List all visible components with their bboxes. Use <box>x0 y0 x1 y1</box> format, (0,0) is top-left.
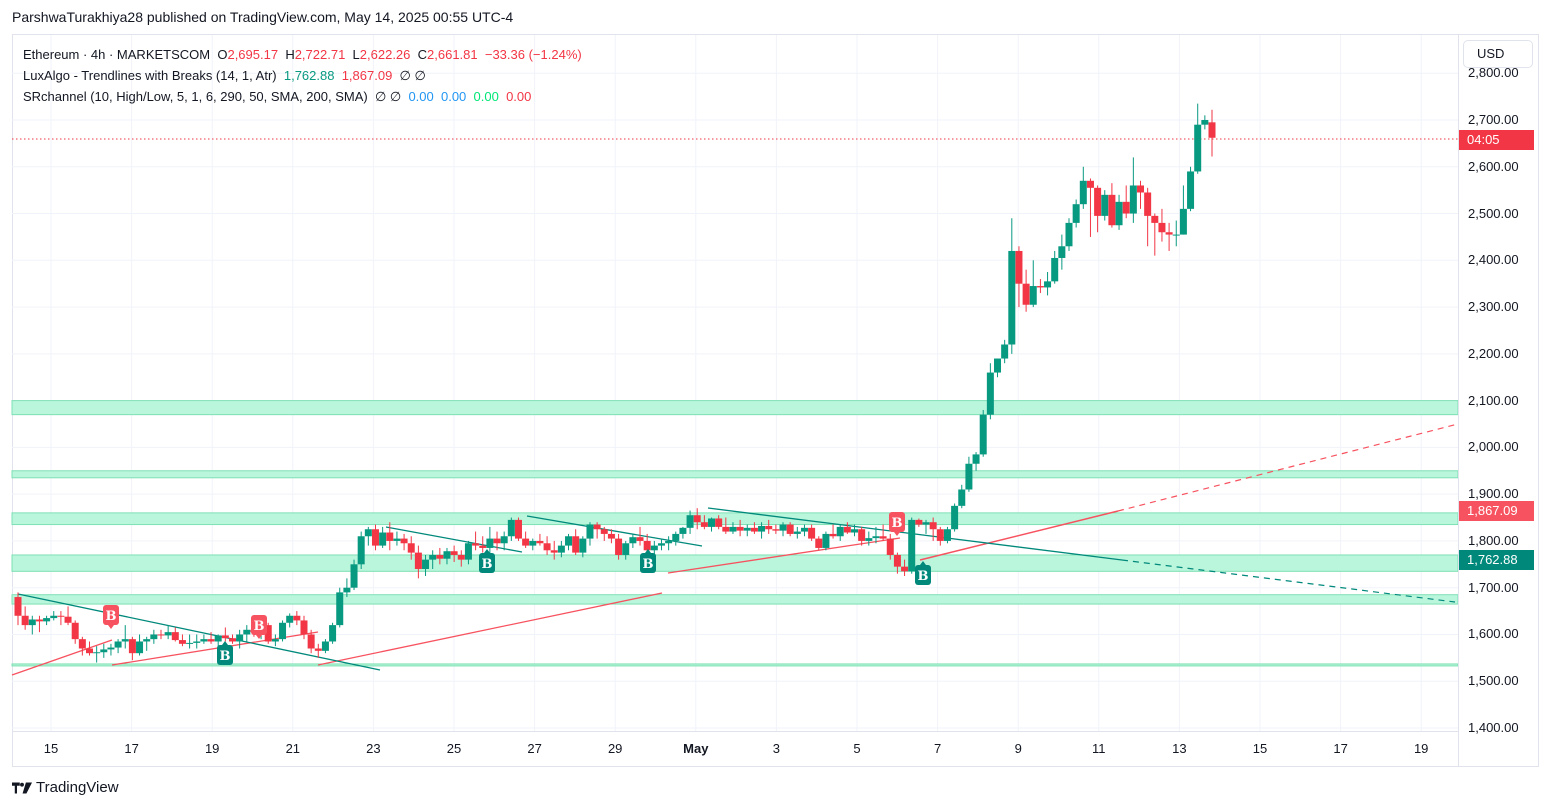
support-break-marker: B <box>217 641 233 665</box>
svg-text:B: B <box>918 569 929 584</box>
time-tick: 29 <box>607 741 623 756</box>
price-tick: 2,200.00 <box>1468 345 1519 361</box>
indicator-value-4: 0.00 <box>506 89 532 104</box>
open-value: 2,695.17 <box>227 47 279 62</box>
candles <box>14 103 1216 663</box>
legend-indicator-srchannel[interactable]: SRchannel (10, High/Low, 5, 1, 6, 290, 5… <box>23 86 582 107</box>
resistance-break-marker: B <box>889 512 905 536</box>
price-tick: 2,000.00 <box>1468 439 1519 455</box>
low-value: 2,622.26 <box>359 47 411 62</box>
svg-text:B: B <box>643 557 654 572</box>
price-tick: 2,700.00 <box>1468 112 1519 127</box>
support-break-marker: B <box>640 549 656 573</box>
resistance-break-marker: B <box>251 615 267 639</box>
svg-text:B: B <box>254 619 265 634</box>
brand-name: TradingView <box>36 779 119 796</box>
price-tick: 2,300.00 <box>1468 299 1519 315</box>
x-axis-border <box>12 731 1458 732</box>
time-tick: 3 <box>772 741 781 756</box>
svg-text:B: B <box>482 557 493 572</box>
close-value: 2,661.81 <box>427 47 478 62</box>
tradingview-logo-icon <box>12 781 32 794</box>
time-tick: 25 <box>446 741 462 756</box>
indicator-value-1: 0.00 <box>408 89 434 104</box>
indicator-name[interactable]: LuxAlgo - Trendlines with Breaks (14, 1,… <box>23 68 277 83</box>
time-tick: May <box>683 741 709 756</box>
time-tick: 21 <box>285 741 301 756</box>
low-label: L <box>352 47 360 62</box>
svg-text:B: B <box>106 609 117 624</box>
price-tick: 2,100.00 <box>1468 392 1519 408</box>
time-tick: 17 <box>124 741 139 756</box>
price-tick: 1,800.00 <box>1468 532 1519 548</box>
support-price-label: 1,762.88 <box>1459 550 1534 570</box>
resistance-price-label: 1,867.09 <box>1459 501 1534 521</box>
price-tick: 1,900.00 <box>1468 486 1519 502</box>
indicator-value-3: 0.00 <box>473 89 499 104</box>
time-tick: 7 <box>933 741 942 756</box>
support-break-marker: B <box>915 561 931 585</box>
time-tick: 15 <box>1252 741 1268 756</box>
time-tick: 15 <box>43 741 59 756</box>
indicator-value-support: 1,762.88 <box>283 68 335 83</box>
time-tick: 5 <box>853 741 861 756</box>
price-tick: 2,500.00 <box>1468 205 1519 221</box>
legend-indicator-luxalgo[interactable]: LuxAlgo - Trendlines with Breaks (14, 1,… <box>23 65 582 86</box>
indicator-na-values: ∅ ∅ <box>399 68 426 83</box>
price-tick: 2,400.00 <box>1468 252 1519 268</box>
trendlines <box>11 423 1459 676</box>
time-tick: 19 <box>204 741 220 756</box>
y-axis-border <box>1458 34 1459 767</box>
publisher-caption: ParshwaTurakhiya28 published on TradingV… <box>12 9 514 25</box>
support-break-marker: B <box>479 549 495 573</box>
resistance-break-marker: B <box>103 605 119 629</box>
price-tick: 1,700.00 <box>1468 579 1519 595</box>
time-tick: 27 <box>527 741 542 756</box>
price-tick: 2,600.00 <box>1468 158 1519 174</box>
indicator-value-2: 0.00 <box>440 89 467 104</box>
indicator-value-resistance: 1,867.09 <box>341 68 393 83</box>
time-tick: 17 <box>1333 741 1348 756</box>
indicator-na-values: ∅ ∅ <box>374 89 402 104</box>
high-label: H <box>285 47 295 62</box>
currency-button[interactable]: USD <box>1463 40 1533 68</box>
change-value: −33.36 (−1.24%) <box>484 47 582 62</box>
symbol-title[interactable]: Ethereum · 4h · MARKETSCOM <box>23 47 211 62</box>
high-value: 2,722.71 <box>294 47 346 62</box>
svg-text:B: B <box>892 516 903 531</box>
close-label: C <box>417 47 428 62</box>
chart-legend: Ethereum · 4h · MARKETSCOM O2,695.17 H2,… <box>23 44 582 107</box>
price-tick: 1,600.00 <box>1468 626 1519 642</box>
legend-symbol-row[interactable]: Ethereum · 4h · MARKETSCOM O2,695.17 H2,… <box>23 44 582 65</box>
time-tick: 23 <box>366 741 381 756</box>
sr-zones <box>11 400 1459 667</box>
svg-text:B: B <box>220 649 231 664</box>
open-label: O <box>217 47 228 62</box>
price-tick: 2,800.00 <box>1468 65 1519 81</box>
price-tick: 1,500.00 <box>1468 673 1519 689</box>
time-tick: 11 <box>1092 741 1106 756</box>
price-tick: 1,400.00 <box>1468 720 1519 735</box>
countdown-label: 04:05 <box>1459 130 1534 150</box>
indicator-name[interactable]: SRchannel (10, High/Low, 5, 1, 6, 290, 5… <box>23 89 368 104</box>
tradingview-brand[interactable]: TradingView <box>12 779 119 796</box>
time-tick: 9 <box>1014 741 1022 756</box>
break-markers: B B B B B B B <box>103 512 931 665</box>
time-tick: 13 <box>1172 741 1187 756</box>
time-tick: 19 <box>1413 741 1429 756</box>
